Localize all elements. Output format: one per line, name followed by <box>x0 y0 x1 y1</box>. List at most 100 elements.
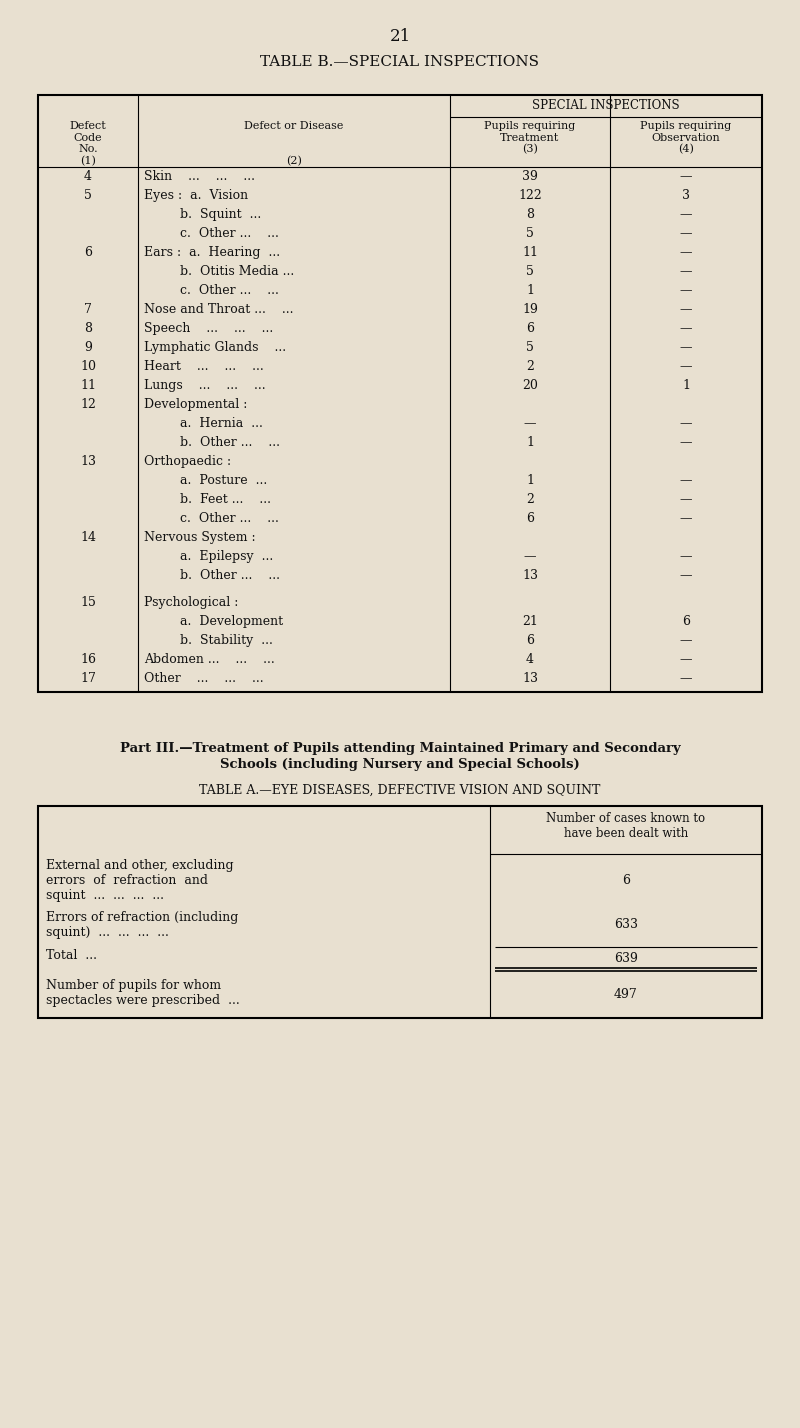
Text: —: — <box>680 341 692 354</box>
Text: Ears :  a.  Hearing  ...: Ears : a. Hearing ... <box>144 246 280 258</box>
Text: Number of pupils for whom
spectacles were prescribed  ...: Number of pupils for whom spectacles wer… <box>46 980 240 1007</box>
Text: 6: 6 <box>526 513 534 526</box>
Text: Psychological :: Psychological : <box>144 595 238 608</box>
Text: 13: 13 <box>80 456 96 468</box>
Text: Speech    ...    ...    ...: Speech ... ... ... <box>144 321 274 336</box>
Text: 2: 2 <box>526 493 534 506</box>
Text: 5: 5 <box>526 341 534 354</box>
Text: —: — <box>680 513 692 526</box>
Text: 4: 4 <box>526 653 534 665</box>
Text: 497: 497 <box>614 988 638 1001</box>
Text: —: — <box>680 634 692 647</box>
Text: Nervous System :: Nervous System : <box>144 531 256 544</box>
Text: Pupils requiring
Treatment
(3): Pupils requiring Treatment (3) <box>484 121 576 154</box>
Text: Developmental :: Developmental : <box>144 398 247 411</box>
Text: 1: 1 <box>526 474 534 487</box>
Text: —: — <box>680 303 692 316</box>
Text: 5: 5 <box>84 188 92 201</box>
Text: —: — <box>680 653 692 665</box>
Text: —: — <box>524 417 536 430</box>
Text: 9: 9 <box>84 341 92 354</box>
Text: —: — <box>680 550 692 563</box>
Text: b.  Squint  ...: b. Squint ... <box>144 208 262 221</box>
Text: 6: 6 <box>622 874 630 887</box>
Text: —: — <box>680 266 692 278</box>
Text: a.  Epilepsy  ...: a. Epilepsy ... <box>144 550 274 563</box>
Text: 3: 3 <box>682 188 690 201</box>
Text: —: — <box>680 246 692 258</box>
Text: Number of cases known to
have been dealt with: Number of cases known to have been dealt… <box>546 813 706 840</box>
Text: 12: 12 <box>80 398 96 411</box>
Text: b.  Feet ...    ...: b. Feet ... ... <box>144 493 271 506</box>
Bar <box>38 805 762 1018</box>
Text: —: — <box>680 208 692 221</box>
Text: 8: 8 <box>84 321 92 336</box>
Text: 39: 39 <box>522 170 538 183</box>
Text: 14: 14 <box>80 531 96 544</box>
Text: 7: 7 <box>84 303 92 316</box>
Text: Eyes :  a.  Vision: Eyes : a. Vision <box>144 188 248 201</box>
Text: 11: 11 <box>80 378 96 393</box>
Text: Defect
Code
No.
(1): Defect Code No. (1) <box>70 121 106 166</box>
Text: TABLE A.—EYE DISEASES, DEFECTIVE VISION AND SQUINT: TABLE A.—EYE DISEASES, DEFECTIVE VISION … <box>199 784 601 797</box>
Text: Pupils requiring
Observation
(4): Pupils requiring Observation (4) <box>640 121 732 154</box>
Text: 122: 122 <box>518 188 542 201</box>
Text: c.  Other ...    ...: c. Other ... ... <box>144 513 279 526</box>
Text: TABLE B.—SPECIAL INSPECTIONS: TABLE B.—SPECIAL INSPECTIONS <box>261 56 539 69</box>
Text: —: — <box>680 493 692 506</box>
Text: a.  Posture  ...: a. Posture ... <box>144 474 267 487</box>
Text: —: — <box>680 673 692 685</box>
Text: Defect or Disease


(2): Defect or Disease (2) <box>244 121 344 166</box>
Text: —: — <box>680 568 692 583</box>
Text: Errors of refraction (including
squint)  ...  ...  ...  ...: Errors of refraction (including squint) … <box>46 911 238 940</box>
Text: 5: 5 <box>526 266 534 278</box>
Text: —: — <box>524 550 536 563</box>
Text: c.  Other ...    ...: c. Other ... ... <box>144 284 279 297</box>
Text: c.  Other ...    ...: c. Other ... ... <box>144 227 279 240</box>
Text: —: — <box>680 170 692 183</box>
Text: SPECIAL INSPECTIONS: SPECIAL INSPECTIONS <box>532 99 680 111</box>
Text: 5: 5 <box>526 227 534 240</box>
Text: —: — <box>680 360 692 373</box>
Text: Heart    ...    ...    ...: Heart ... ... ... <box>144 360 264 373</box>
Text: —: — <box>680 284 692 297</box>
Text: Lymphatic Glands    ...: Lymphatic Glands ... <box>144 341 286 354</box>
Text: 20: 20 <box>522 378 538 393</box>
Text: —: — <box>680 321 692 336</box>
Text: 2: 2 <box>526 360 534 373</box>
Text: 1: 1 <box>526 284 534 297</box>
Text: 17: 17 <box>80 673 96 685</box>
Text: 21: 21 <box>390 29 410 46</box>
Text: 11: 11 <box>522 246 538 258</box>
Text: Nose and Throat ...    ...: Nose and Throat ... ... <box>144 303 294 316</box>
Text: 6: 6 <box>84 246 92 258</box>
Text: —: — <box>680 227 692 240</box>
Text: 633: 633 <box>614 918 638 931</box>
Text: Skin    ...    ...    ...: Skin ... ... ... <box>144 170 255 183</box>
Text: a.  Hernia  ...: a. Hernia ... <box>144 417 263 430</box>
Text: 6: 6 <box>526 321 534 336</box>
Text: —: — <box>680 474 692 487</box>
Text: Part III.—Treatment of Pupils attending Maintained Primary and Secondary: Part III.—Treatment of Pupils attending … <box>120 743 680 755</box>
Text: Schools (including Nursery and Special Schools): Schools (including Nursery and Special S… <box>220 758 580 771</box>
Text: 6: 6 <box>682 615 690 628</box>
Text: b.  Stability  ...: b. Stability ... <box>144 634 273 647</box>
Text: b.  Other ...    ...: b. Other ... ... <box>144 568 280 583</box>
Text: b.  Otitis Media ...: b. Otitis Media ... <box>144 266 294 278</box>
Text: 16: 16 <box>80 653 96 665</box>
Text: —: — <box>680 436 692 448</box>
Text: Orthopaedic :: Orthopaedic : <box>144 456 231 468</box>
Text: 15: 15 <box>80 595 96 608</box>
Text: 6: 6 <box>526 634 534 647</box>
Text: 4: 4 <box>84 170 92 183</box>
Text: Lungs    ...    ...    ...: Lungs ... ... ... <box>144 378 266 393</box>
Text: 21: 21 <box>522 615 538 628</box>
Text: External and other, excluding
errors  of  refraction  and
squint  ...  ...  ... : External and other, excluding errors of … <box>46 860 234 902</box>
Text: 1: 1 <box>526 436 534 448</box>
Text: 1: 1 <box>682 378 690 393</box>
Text: Total  ...: Total ... <box>46 950 97 962</box>
Text: a.  Development: a. Development <box>144 615 283 628</box>
Text: 8: 8 <box>526 208 534 221</box>
Text: b.  Other ...    ...: b. Other ... ... <box>144 436 280 448</box>
Text: —: — <box>680 417 692 430</box>
